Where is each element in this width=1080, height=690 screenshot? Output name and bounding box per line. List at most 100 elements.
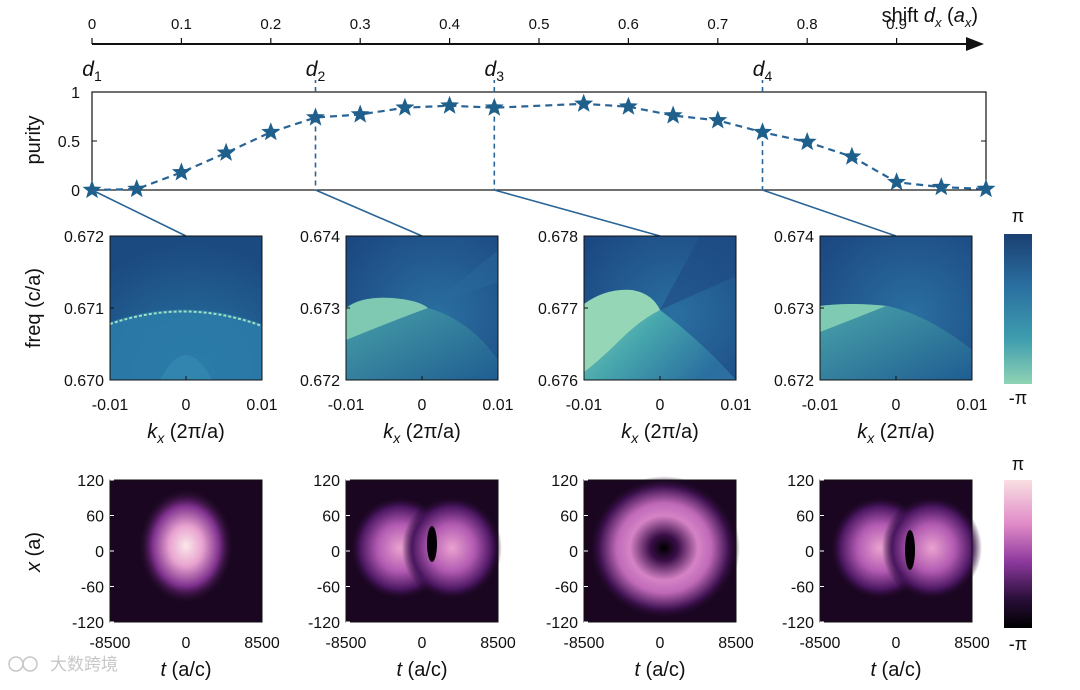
phase-ylabel: freq (c/a) (23, 268, 45, 348)
marker-label: d4 (753, 58, 773, 84)
intensity-colorbar-top-label: π (1012, 454, 1024, 474)
purity-point (82, 180, 102, 199)
marker-label: d2 (306, 58, 326, 84)
marker-connector (315, 189, 423, 237)
phase-xtick-label: 0.01 (720, 397, 751, 414)
intensity-row: 120 60 0 -60 -120 120 60 0 -60 -120 120 60 0 -60 -120 1… (23, 454, 1032, 681)
purity-point (931, 177, 951, 196)
purity-point (976, 179, 996, 198)
purity-point (395, 97, 415, 116)
purity-point (261, 122, 281, 141)
phase-colorbar-bottom-label: -π (1009, 388, 1027, 408)
intensity-ytick-label: 0 (331, 544, 340, 561)
phase-ytick-label: 0.673 (300, 301, 340, 318)
purity-point (887, 172, 907, 191)
phase-xtick-label: -0.01 (328, 397, 365, 414)
purity-ytick-label: 1 (71, 85, 80, 102)
intensity-ytick-label: -60 (317, 580, 340, 597)
intensity-xtick-label: -8500 (90, 635, 131, 652)
intensity-ytick-label: -60 (81, 580, 104, 597)
phase-map-d4 (820, 236, 972, 380)
top-axis-tick-label: 0.1 (171, 16, 192, 33)
purity-point (618, 96, 638, 115)
intensity-ytick-label: -60 (791, 580, 814, 597)
intensity-map-d4 (820, 480, 982, 622)
phase-xtick-label: -0.01 (566, 397, 603, 414)
marker-connector (91, 189, 187, 237)
intensity-ytick-label: -120 (782, 615, 814, 632)
phase-xtick-label: 0.01 (956, 397, 987, 414)
intensity-xtick-label: 8500 (244, 635, 280, 652)
phase-xlabel: kx (2π/a) (621, 421, 698, 446)
top-axis-tick-label: 0.5 (529, 16, 550, 33)
intensity-ytick-label: 60 (560, 509, 578, 526)
intensity-xtick-label: 8500 (718, 635, 754, 652)
intensity-xtick-label: 0 (182, 635, 191, 652)
intensity-xtick-label: -8500 (564, 635, 605, 652)
phase-xtick-label: 0 (892, 397, 901, 414)
intensity-map-d2 (346, 480, 502, 622)
phase-xlabel: kx (2π/a) (383, 421, 460, 446)
intensity-xtick-label: 0 (892, 635, 901, 652)
top-axis-label: shift dx (ax) (882, 5, 978, 30)
phase-colorbar (1004, 234, 1032, 384)
intensity-ytick-label: 120 (787, 473, 814, 490)
intensity-map-d3 (584, 476, 740, 622)
phase-ytick-label: 0.678 (538, 229, 578, 246)
intensity-ytick-label: -120 (308, 615, 340, 632)
intensity-ytick-label: 60 (322, 509, 340, 526)
purity-point (350, 104, 370, 123)
purity-ytick-label: 0 (71, 183, 80, 200)
purity-ylabel: purity (23, 116, 45, 165)
intensity-xlabel: t (a/c) (870, 659, 921, 681)
top-axis-arrow (966, 37, 984, 51)
phase-map-d2 (346, 236, 498, 380)
phase-ytick-label: 0.677 (538, 301, 578, 318)
phase-xtick-label: 0 (418, 397, 427, 414)
marker-label: d1 (82, 58, 102, 84)
intensity-ytick-label: 120 (551, 473, 578, 490)
intensity-xtick-label: 8500 (954, 635, 990, 652)
intensity-xtick-label: -8500 (326, 635, 367, 652)
purity-point (127, 179, 147, 198)
phase-xtick-label: 0 (656, 397, 665, 414)
intensity-colorbar (1004, 480, 1032, 628)
intensity-ytick-label: 0 (569, 544, 578, 561)
top-axis-tick-label: 0.2 (260, 16, 281, 33)
phase-ytick-label: 0.674 (774, 229, 814, 246)
watermark: 大数跨境 (8, 655, 118, 674)
intensity-xtick-label: 8500 (480, 635, 516, 652)
phase-xtick-label: 0.01 (246, 397, 277, 414)
intensity-ytick-label: 0 (95, 544, 104, 561)
intensity-xlabel: t (a/c) (634, 659, 685, 681)
purity-point (171, 162, 191, 181)
purity-point (797, 132, 817, 151)
phase-map-d1 (110, 236, 262, 380)
purity-point (842, 146, 862, 165)
intensity-ytick-label: 120 (313, 473, 340, 490)
intensity-xtick-label: 0 (418, 635, 427, 652)
intensity-xtick-label: -8500 (800, 635, 841, 652)
phase-ytick-label: 0.670 (64, 373, 104, 390)
purity-point (440, 95, 460, 114)
purity-point (574, 93, 594, 112)
purity-point (216, 142, 236, 161)
purity-point (484, 97, 504, 116)
top-axis-tick-label: 0.7 (707, 16, 728, 33)
intensity-ytick-label: 60 (86, 509, 104, 526)
phase-xlabel: kx (2π/a) (147, 421, 224, 446)
purity-point (663, 105, 683, 124)
phase-colorbar-top-label: π (1012, 206, 1024, 226)
top-axis-tick-label: 0.4 (439, 16, 460, 33)
purity-plot: 0 0.5 1 purity d1 d2 d3 d4 (23, 58, 996, 237)
purity-ytick-label: 0.5 (58, 134, 80, 151)
top-axis-tick-label: 0.6 (618, 16, 639, 33)
phase-ytick-label: 0.672 (64, 229, 104, 246)
top-axis-tick-label: 0.3 (350, 16, 371, 33)
intensity-ytick-label: -120 (546, 615, 578, 632)
intensity-ylabel: x (a) (23, 532, 45, 573)
top-axis-tick-label: 0.9 (886, 16, 907, 33)
phase-xlabel: kx (2π/a) (857, 421, 934, 446)
